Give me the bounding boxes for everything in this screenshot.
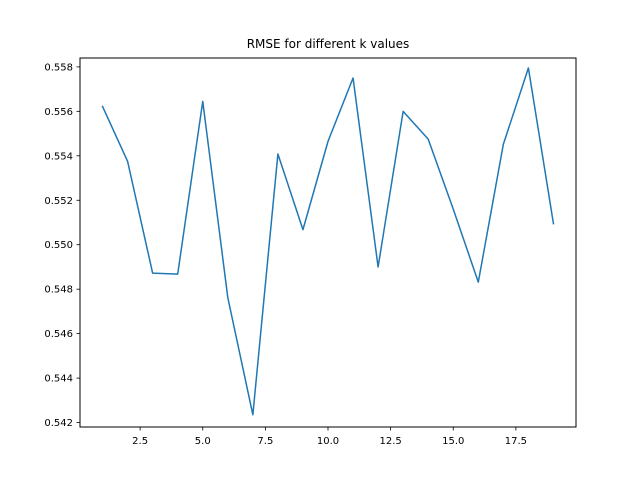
y-tick-label: 0.552 — [44, 196, 73, 207]
y-tick-label: 0.556 — [44, 107, 73, 118]
y-tick-label: 0.548 — [44, 285, 73, 296]
x-tick-label: 2.5 — [132, 436, 148, 447]
x-tick-label: 10.0 — [317, 436, 339, 447]
plot-area: 2.5 5.0 7.5 10.0 12.5 15.0 17.5 0.542 0.544 0.546… — [44, 62, 555, 447]
axes-frame — [79, 57, 577, 428]
x-tick-label: 17.5 — [505, 436, 527, 447]
chart-title: RMSE for different k values — [247, 37, 410, 51]
y-tick-label: 0.542 — [44, 418, 73, 429]
y-tick-label: 0.550 — [44, 240, 73, 251]
x-tick-label: 5.0 — [195, 436, 211, 447]
y-tick-label: 0.554 — [44, 151, 73, 162]
y-tick-label: 0.544 — [44, 374, 73, 385]
y-tick-label: 0.558 — [44, 62, 73, 73]
x-tick-label: 7.5 — [257, 436, 273, 447]
x-tick-label: 15.0 — [442, 436, 464, 447]
x-tick-label: 12.5 — [379, 436, 401, 447]
y-tick-label: 0.546 — [44, 329, 73, 340]
series-line-0 — [101, 67, 555, 416]
